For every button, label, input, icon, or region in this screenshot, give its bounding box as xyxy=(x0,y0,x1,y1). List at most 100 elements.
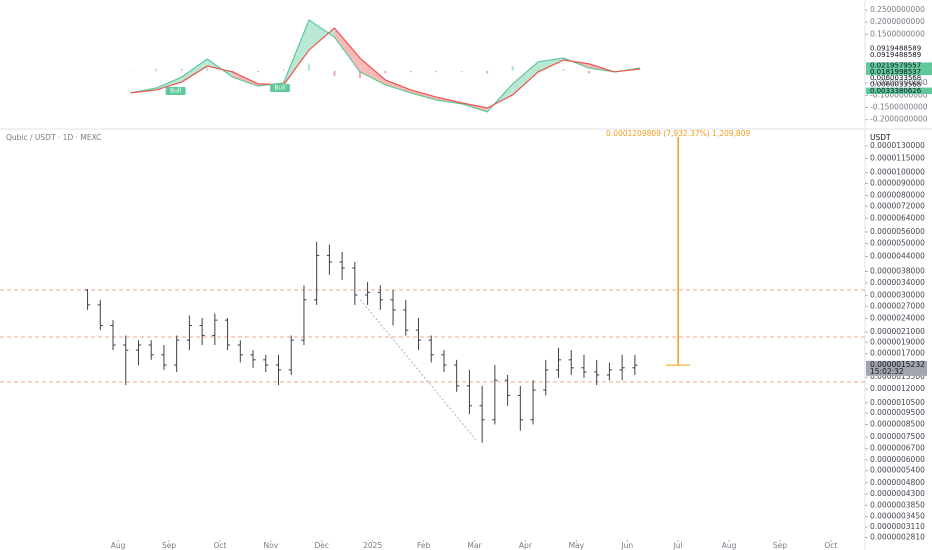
x-tick-label: Aug xyxy=(111,541,126,550)
histogram-bar xyxy=(486,70,489,74)
histogram-bar xyxy=(638,70,641,71)
histogram-bar xyxy=(308,63,311,71)
indicator-line xyxy=(130,19,641,113)
y-tick-label: -0.1500000000 xyxy=(870,103,928,112)
y-tick-label: 0.0000017000 xyxy=(870,349,925,358)
histogram-bar xyxy=(358,70,361,79)
x-tick-label: Nov xyxy=(264,541,279,550)
histogram-bar xyxy=(180,68,183,71)
y-tick-label: 0.2500000000 xyxy=(870,5,925,14)
y-tick-label: 0.0000115000 xyxy=(870,153,925,162)
y-tick-label: 0.0000006000 xyxy=(870,455,925,464)
histogram-bar xyxy=(282,69,285,71)
axis-value-label: 0.0060033568 xyxy=(870,74,921,82)
countdown-label: 15:02:32 xyxy=(870,367,904,376)
y-tick-label: 0.0000064000 xyxy=(870,213,925,222)
histogram-bar xyxy=(384,70,387,74)
cloud xyxy=(410,89,437,100)
y-tick-label: 0.0000009500 xyxy=(870,408,925,417)
histogram-bar xyxy=(129,70,132,72)
y-tick-label: 0.0000004300 xyxy=(870,489,925,498)
cloud xyxy=(359,58,386,85)
axis-value-label: 0.0181998537 xyxy=(870,68,921,76)
y-tick-label: 0.0000004800 xyxy=(870,478,925,487)
x-tick-label: Jul xyxy=(673,541,683,550)
y-tick-label: -0.0500000000 xyxy=(870,78,928,87)
axis-value-label: 0.0219579557 xyxy=(870,62,921,70)
x-tick-label: Sep xyxy=(773,541,787,550)
x-tick-label: Oct xyxy=(824,541,837,550)
cloud xyxy=(512,61,539,95)
y-tick-label: 0.0000100000 xyxy=(870,168,925,177)
y-tick-label: 0.0000130000 xyxy=(870,141,925,150)
y-tick-label: 0.0000034000 xyxy=(870,278,925,287)
y-tick-label: 0.0000056000 xyxy=(870,227,925,236)
y-tick-label: 0.0000003850 xyxy=(870,500,925,509)
histogram-bar xyxy=(257,70,260,73)
y-tick-label: 0.0000019000 xyxy=(870,337,925,346)
histogram-bar xyxy=(460,70,463,72)
annotation-box xyxy=(165,86,186,95)
x-tick-label: Oct xyxy=(213,541,226,550)
x-tick-label: Jun xyxy=(620,541,633,550)
annotation-label: Bull xyxy=(274,85,286,92)
y-tick-label: 0.0000027000 xyxy=(870,301,925,310)
y-tick-label: 0.0000050000 xyxy=(870,238,925,247)
y-tick-label: -0.1000000000 xyxy=(870,90,928,99)
y-tick-label: 0.0000030000 xyxy=(870,291,925,300)
y-tick-label: -0.2000000000 xyxy=(870,115,928,124)
y-tick-label: 0.0000002810 xyxy=(870,532,925,541)
histogram-bar xyxy=(206,67,209,71)
cloud xyxy=(309,19,335,50)
y-tick-label: 0.0000090000 xyxy=(870,178,925,187)
indicator-line xyxy=(130,27,641,109)
y-tick-label: 0.0000021000 xyxy=(870,327,925,336)
y-tick-label: 0.0000012000 xyxy=(870,384,925,393)
axis-value-box xyxy=(866,87,932,94)
x-tick-label: May xyxy=(569,541,585,550)
axis-value-box xyxy=(866,62,932,69)
y-axis-unit: USDT xyxy=(870,133,891,142)
axis-value-label: 0.0919488589 xyxy=(870,51,921,59)
cloud xyxy=(334,28,360,72)
y-tick-label: 0.0000007500 xyxy=(870,432,925,441)
x-tick-label: Sep xyxy=(162,541,176,550)
last-price-box xyxy=(866,360,927,376)
y-tick-label: 0.1500000000 xyxy=(870,29,925,38)
measure-label: 0.0001209809 (7,932.37%) 1,209,809 xyxy=(606,129,750,138)
axis-value-box xyxy=(866,68,932,76)
axis-value-label: 0.0033380626 xyxy=(870,87,922,95)
histogram-bar xyxy=(562,68,565,71)
x-tick-label: Mar xyxy=(467,541,482,550)
y-tick-label: 0.2000000000 xyxy=(870,17,925,26)
x-tick-label: Aug xyxy=(722,541,737,550)
y-tick-label: 0.0000024000 xyxy=(870,313,925,322)
y-tick-label: 0.0000044000 xyxy=(870,252,925,261)
x-tick-label: Feb xyxy=(417,541,431,550)
x-tick-label: 2025 xyxy=(363,541,382,550)
axis-value-label: 0.0060033568 xyxy=(870,80,921,88)
y-tick-label: 0.0000008500 xyxy=(870,419,925,428)
histogram-bar xyxy=(511,66,514,71)
histogram-bar xyxy=(155,68,158,71)
y-tick-label: 0.0000003450 xyxy=(870,511,925,520)
cloud xyxy=(385,79,411,93)
y-tick-label: 0.0000072000 xyxy=(870,201,925,210)
x-tick-label: Dec xyxy=(315,541,330,550)
chart-title: Qubic / USDT · 1D · MEXC xyxy=(6,133,101,142)
y-tick-label: 0.0000010500 xyxy=(870,398,925,407)
x-tick-label: Apr xyxy=(519,541,533,550)
axis-value-label: 0.0919488589 xyxy=(870,45,921,53)
histogram-bar xyxy=(409,70,412,73)
y-tick-label: 0.0000080000 xyxy=(870,190,925,199)
annotation-box xyxy=(270,84,291,93)
y-tick-label: 0.0000003110 xyxy=(870,522,925,531)
histogram-bar xyxy=(435,70,438,73)
cloud xyxy=(181,59,208,82)
annotation-label: Bull xyxy=(170,87,182,94)
y-tick-label: 0.0000005400 xyxy=(870,466,925,475)
y-tick-label: 0.0000013500 xyxy=(870,372,925,381)
y-tick-label: 0.0000038000 xyxy=(870,267,925,276)
y-tick-label: 0.0000006700 xyxy=(870,444,925,453)
